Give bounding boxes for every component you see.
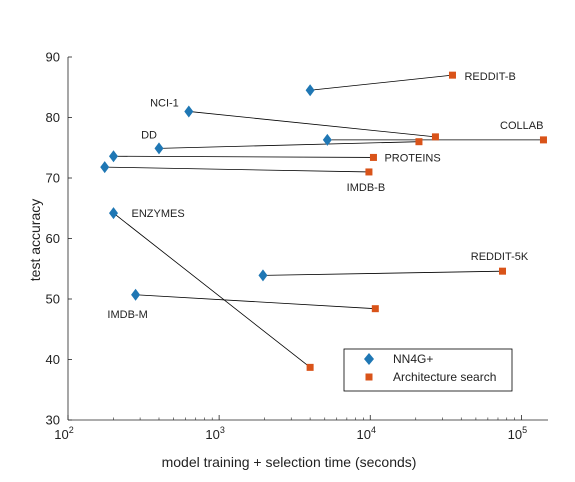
connector-line-imdb-b <box>104 166 369 173</box>
nn4g-point-nci-1 <box>184 105 194 118</box>
arch-point-imdb-b <box>365 168 373 176</box>
nn4g-point-proteins <box>108 150 118 163</box>
legend-box <box>343 348 513 392</box>
arch-point-proteins <box>369 153 377 161</box>
nn4g-point-reddit-b <box>305 84 315 97</box>
point-labels: REDDIT-B NCI-1 COLLAB DD PROTEINS IMDB-B ENZYM… <box>107 71 543 321</box>
arch-point-reddit-b <box>448 71 456 79</box>
arch-point-imdb-m <box>371 305 379 313</box>
legend-arch-marker <box>365 373 373 381</box>
connector-line-imdb-m <box>135 294 376 310</box>
y-tick-label-50: 50 <box>46 292 60 307</box>
point-label-dd: DD <box>141 129 157 141</box>
legend: NN4G+ Architecture search <box>343 348 513 392</box>
arch-point-reddit-5k <box>499 267 507 275</box>
point-label-proteins: PROTEINS <box>384 152 440 164</box>
point-label-nci-1: NCI-1 <box>150 97 179 109</box>
point-label-reddit-b: REDDIT-B <box>464 71 515 83</box>
point-label-enzymes: ENZYMES <box>131 208 184 220</box>
arch-point-dd <box>415 138 423 146</box>
point-label-imdb-m: IMDB-M <box>107 309 147 321</box>
arch-point-collab <box>539 136 547 144</box>
nn4g-point-collab <box>322 133 332 146</box>
y-tick-label-30: 30 <box>46 413 60 428</box>
arch-point-enzymes <box>306 363 314 371</box>
y-tick-label-90: 90 <box>46 50 60 65</box>
y-axis-title: test accuracy <box>27 199 43 281</box>
legend-arch-label: Architecture search <box>393 370 496 384</box>
nn4g-point-imdb-b <box>100 161 110 174</box>
connector-line-reddit-5k <box>262 270 503 276</box>
point-label-reddit-5k: REDDIT-5K <box>471 251 529 263</box>
y-tick-label-70: 70 <box>46 171 60 186</box>
legend-nn4g-label: NN4G+ <box>393 352 433 366</box>
connector-line-dd <box>158 141 419 149</box>
x-axis-title: model training + selection time (seconds… <box>162 454 417 470</box>
connector-line-nci-1 <box>188 111 436 138</box>
arch-point-nci-1 <box>431 133 439 141</box>
y-tick-label-80: 80 <box>46 110 60 125</box>
y-tick-label-40: 40 <box>46 352 60 367</box>
point-label-collab: COLLAB <box>500 120 543 132</box>
nn4g-point-reddit-5k <box>258 269 268 282</box>
y-tick-label-60: 60 <box>46 231 60 246</box>
nn4g-point-enzymes <box>108 207 118 220</box>
point-label-imdb-b: IMDB-B <box>347 182 386 194</box>
connector-line-proteins <box>113 155 374 158</box>
nn4g-point-dd <box>154 142 164 155</box>
data-marks <box>100 71 547 371</box>
connector-line-enzymes <box>113 212 311 368</box>
nn4g-point-imdb-m <box>131 288 141 301</box>
legend-nn4g-marker <box>364 353 374 365</box>
connector-line-reddit-b <box>310 74 453 91</box>
